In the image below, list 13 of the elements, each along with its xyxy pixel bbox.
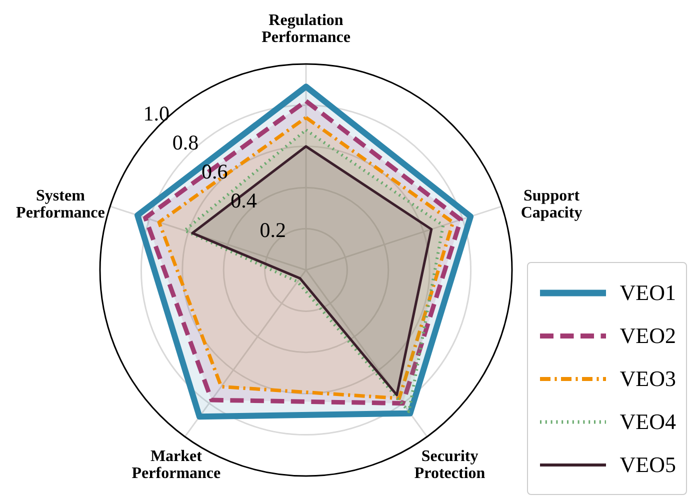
legend-label: VEO4 bbox=[620, 408, 676, 434]
legend-label: VEO1 bbox=[620, 280, 676, 306]
spoke-label: Support Capacity bbox=[520, 187, 582, 222]
y-tick-label: 0.8 bbox=[172, 130, 199, 154]
y-tick-label: 0.4 bbox=[230, 188, 258, 213]
spoke-label: Security Protection bbox=[414, 448, 486, 482]
spoke-label: Market Performance bbox=[132, 448, 221, 482]
legend-label: VEO2 bbox=[620, 322, 676, 348]
y-tick-label: 0.2 bbox=[260, 218, 286, 242]
legend-label: VEO3 bbox=[620, 366, 676, 392]
legend-label: VEO5 bbox=[620, 452, 676, 478]
spoke-label: System Performance bbox=[16, 187, 105, 222]
spoke-label: Regulation Performance bbox=[262, 12, 350, 46]
